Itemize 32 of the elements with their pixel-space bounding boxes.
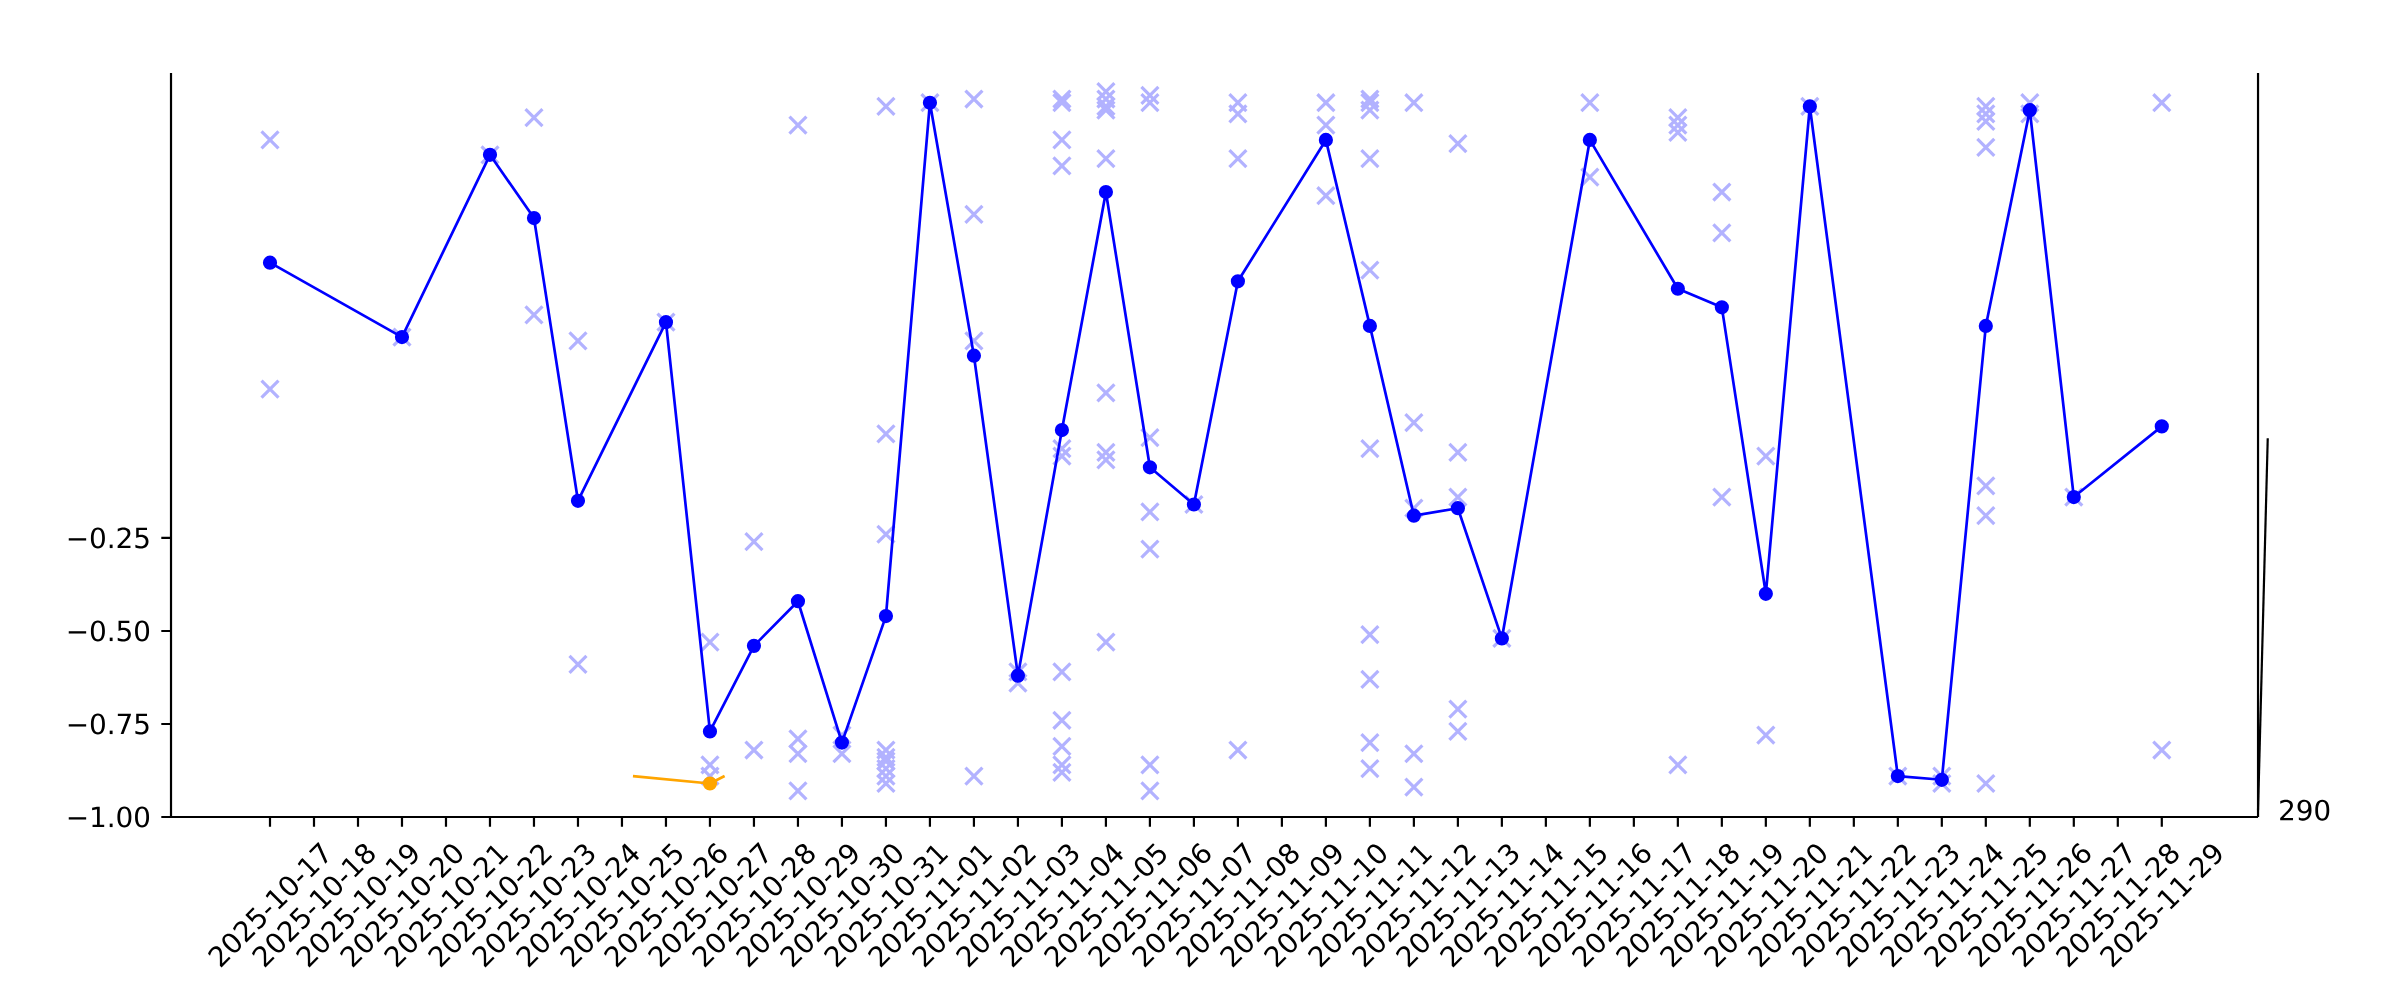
point — [1978, 318, 1993, 334]
point — [1010, 668, 1026, 683]
point — [1582, 132, 1597, 148]
point — [702, 724, 718, 739]
y-tick-label: −1.00 — [68, 806, 150, 828]
point — [834, 735, 850, 750]
point — [2022, 103, 2037, 118]
point — [1142, 460, 1158, 475]
point — [1450, 501, 1465, 516]
y-tick-label: −0.25 — [68, 527, 149, 549]
point — [790, 594, 806, 609]
point — [1362, 318, 1377, 334]
point — [2154, 419, 2169, 434]
point — [1318, 132, 1333, 148]
point — [702, 776, 718, 791]
point — [1758, 586, 1773, 601]
point — [1230, 274, 1245, 289]
point — [1098, 184, 1114, 200]
point — [1406, 508, 1421, 523]
point — [526, 210, 542, 226]
point — [1714, 300, 1729, 315]
y-tick-label: −0.50 — [68, 620, 150, 642]
point — [1934, 772, 1949, 787]
point — [262, 255, 278, 270]
point — [746, 638, 762, 653]
point — [1054, 423, 1070, 438]
point — [878, 609, 894, 624]
point — [570, 493, 586, 508]
point — [1670, 281, 1685, 296]
text: 290 — [2280, 799, 2330, 821]
y-tick-label: −0.75 — [68, 713, 149, 735]
point — [966, 348, 982, 363]
